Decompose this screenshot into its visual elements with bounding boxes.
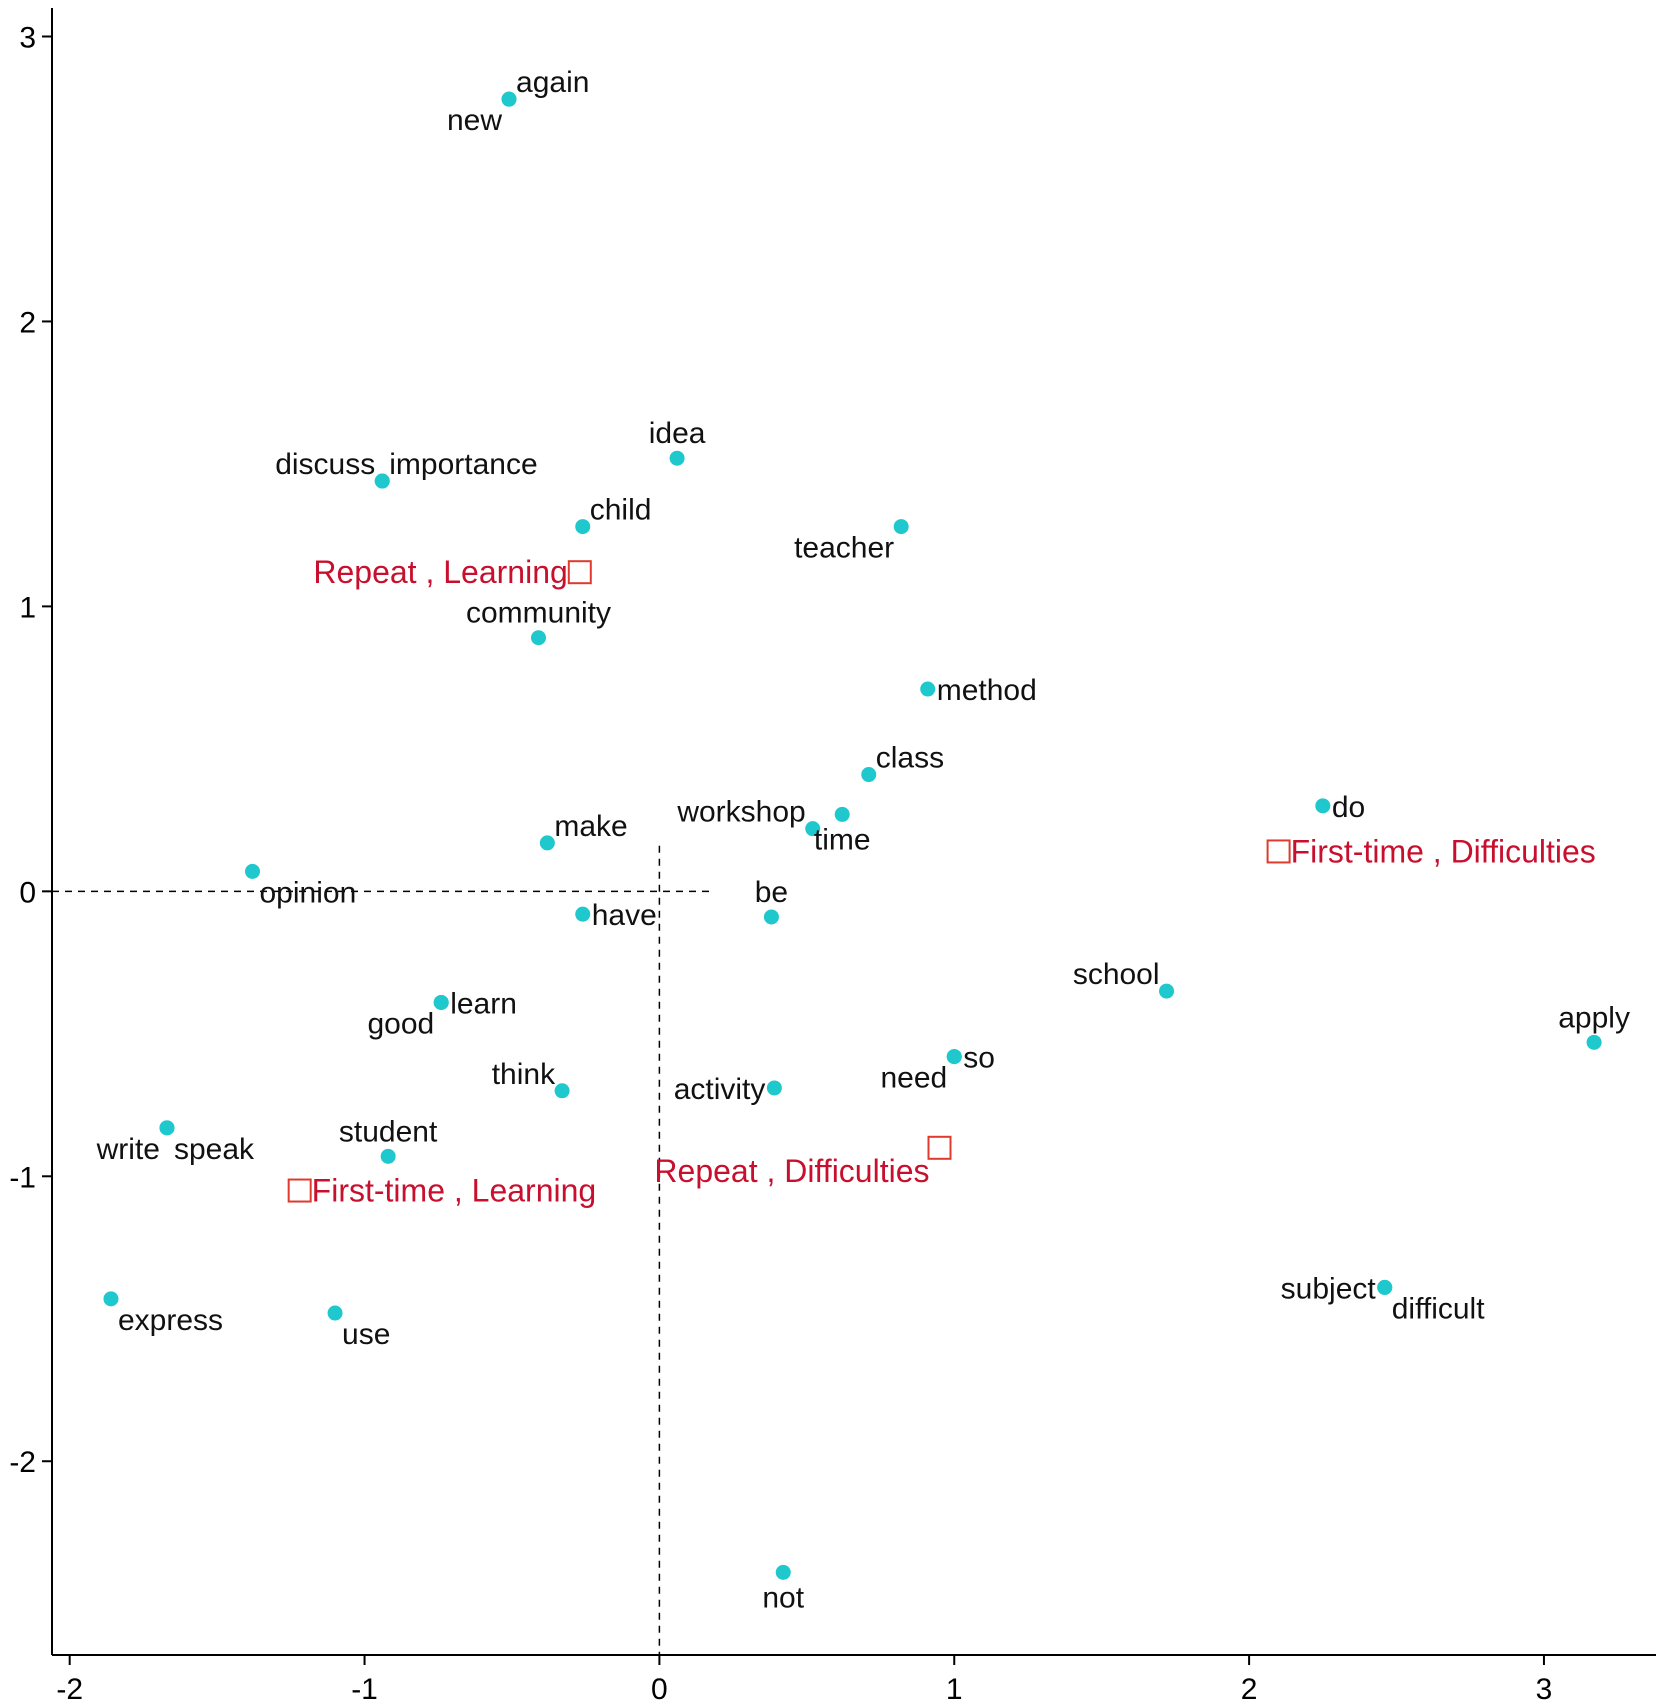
x-tick-label: -1 bbox=[351, 1673, 378, 1706]
word-label-discuss: discuss bbox=[275, 448, 375, 481]
word-point-speak bbox=[159, 1120, 175, 1136]
word-point-do bbox=[1315, 798, 1331, 814]
word-point-school bbox=[1159, 983, 1175, 999]
word-point-good bbox=[433, 994, 449, 1010]
word-label-idea: idea bbox=[649, 417, 706, 450]
category-marker-first-time-difficulties bbox=[1266, 839, 1291, 864]
word-point-apply bbox=[1586, 1034, 1602, 1050]
word-label-student: student bbox=[339, 1115, 438, 1148]
word-label-have: have bbox=[592, 899, 657, 932]
word-label-community: community bbox=[466, 597, 611, 630]
word-label-be: be bbox=[755, 876, 788, 909]
word-label-importance: importance bbox=[389, 448, 537, 481]
word-label-subject: subject bbox=[1281, 1272, 1377, 1305]
word-point-teacher bbox=[893, 519, 909, 535]
word-point-student bbox=[380, 1148, 396, 1164]
word-point-not bbox=[775, 1564, 791, 1580]
category-label-repeat-difficulties: Repeat , Difficulties bbox=[654, 1153, 929, 1189]
x-tick-label: 2 bbox=[1241, 1673, 1258, 1706]
y-tick-label: 3 bbox=[19, 21, 36, 54]
y-tick-label: 0 bbox=[19, 876, 36, 909]
word-label-need: need bbox=[881, 1062, 948, 1095]
word-point-importance bbox=[374, 473, 390, 489]
word-label-think: think bbox=[492, 1058, 556, 1091]
x-tick-label: 1 bbox=[946, 1673, 963, 1706]
word-label-not: not bbox=[762, 1581, 804, 1614]
word-label-speak: speak bbox=[174, 1133, 255, 1166]
word-label-do: do bbox=[1332, 791, 1365, 824]
word-label-use: use bbox=[342, 1318, 390, 1351]
word-label-make: make bbox=[554, 810, 627, 843]
category-label-first-time-learning: First-time , Learning bbox=[312, 1173, 597, 1209]
word-label-class: class bbox=[876, 742, 944, 775]
word-label-activity: activity bbox=[674, 1073, 766, 1106]
word-point-new bbox=[501, 91, 517, 107]
y-tick-label: -1 bbox=[9, 1161, 36, 1194]
word-point-need bbox=[946, 1049, 962, 1065]
x-tick-label: 0 bbox=[651, 1673, 668, 1706]
category-label-repeat-learning: Repeat , Learning bbox=[313, 554, 567, 590]
axes: -2 -1 0 1 2 3 3 2 1 0 -1 -2 bbox=[9, 8, 1656, 1706]
category-marker-repeat-difficulties bbox=[927, 1135, 952, 1160]
word-label-difficult: difficult bbox=[1392, 1292, 1485, 1325]
x-tick-label: 3 bbox=[1536, 1673, 1553, 1706]
word-label-learn: learn bbox=[450, 987, 517, 1020]
word-label-child: child bbox=[590, 494, 652, 527]
word-label-so: so bbox=[963, 1042, 995, 1075]
word-label-write: write bbox=[96, 1133, 160, 1166]
word-label-school: school bbox=[1073, 958, 1160, 991]
word-point-express bbox=[103, 1291, 119, 1307]
word-point-opinion bbox=[245, 863, 260, 879]
word-point-child bbox=[575, 519, 591, 535]
word-point-idea bbox=[669, 450, 685, 466]
word-label-teacher: teacher bbox=[794, 532, 894, 565]
reference-lines bbox=[52, 845, 713, 1655]
word-point-make bbox=[539, 835, 555, 851]
word-label-time: time bbox=[814, 823, 871, 856]
word-point-have bbox=[575, 906, 591, 922]
word-label-again: again bbox=[516, 66, 589, 99]
x-tick-label: -2 bbox=[56, 1673, 83, 1706]
word-label-good: good bbox=[367, 1007, 434, 1040]
word-point-time bbox=[834, 806, 850, 822]
word-points-layer: again new idea discuss importance child teache… bbox=[96, 66, 1630, 1614]
word-point-use bbox=[327, 1305, 343, 1321]
word-point-activity bbox=[766, 1080, 782, 1096]
word-point-be bbox=[763, 909, 779, 925]
word-point-workshop bbox=[805, 821, 821, 837]
word-label-method: method bbox=[937, 674, 1037, 707]
word-point-difficult bbox=[1377, 1279, 1393, 1295]
word-point-class bbox=[861, 767, 877, 783]
word-label-new: new bbox=[447, 104, 502, 137]
word-label-express: express bbox=[118, 1304, 223, 1337]
y-tick-label: 2 bbox=[19, 306, 36, 339]
y-tick-label: -2 bbox=[9, 1446, 36, 1479]
y-tick-label: 1 bbox=[19, 591, 36, 624]
word-label-workshop: workshop bbox=[676, 796, 805, 829]
word-point-community bbox=[531, 630, 547, 646]
category-points-layer: Repeat , Learning First-time , Difficulti… bbox=[287, 554, 1596, 1209]
word-label-apply: apply bbox=[1558, 1001, 1630, 1034]
word-label-opinion: opinion bbox=[260, 876, 357, 909]
word-point-method bbox=[920, 681, 936, 697]
category-marker-first-time-learning bbox=[287, 1178, 312, 1203]
category-label-first-time-difficulties: First-time , Difficulties bbox=[1291, 833, 1596, 869]
category-marker-repeat-learning bbox=[567, 560, 592, 585]
word-point-think bbox=[554, 1083, 570, 1099]
